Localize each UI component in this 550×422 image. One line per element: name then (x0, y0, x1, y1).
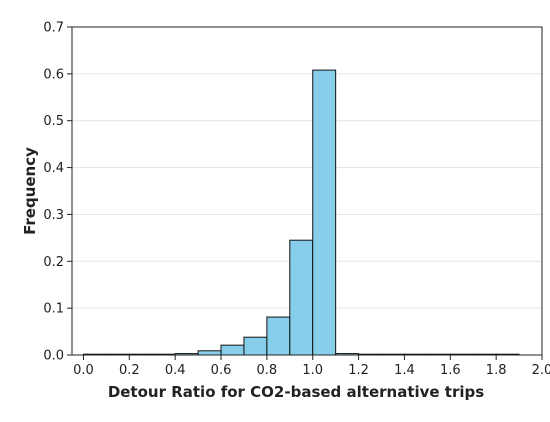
x-tick-label: 0.8 (257, 363, 278, 378)
histogram-bar (266, 316, 291, 356)
histogram-bar (197, 350, 222, 356)
y-tick-label: 0.5 (43, 114, 64, 129)
axes: 0.0 0.1 0.2 0.3 0.4 0.5 0.6 0.7 0.0 0.2 0.4 0.6 0.8 1… (43, 21, 550, 379)
y-tick-label: 0.3 (43, 208, 64, 223)
y-tick-label: 0.7 (43, 21, 64, 36)
x-tick-label: 0.6 (211, 363, 232, 378)
histogram-bar (243, 336, 268, 356)
x-tick-label: 1.2 (348, 363, 369, 378)
x-tick-label: 1.8 (486, 363, 507, 378)
y-tick-label: 0.6 (43, 67, 64, 82)
histogram-bar (289, 239, 314, 356)
x-tick-label: 2.0 (532, 363, 550, 378)
histogram-bar (220, 344, 245, 356)
y-tick-label: 0.1 (43, 302, 64, 317)
histogram-bar (312, 69, 337, 356)
x-tick-label: 1.0 (302, 363, 323, 378)
y-tick-label: 0.2 (43, 255, 64, 270)
y-tick-label: 0.4 (43, 161, 64, 176)
x-axis-title: Detour Ratio for CO2-based alternative t… (108, 383, 484, 401)
x-tick-label: 1.6 (440, 363, 461, 378)
y-tick-label: 0.0 (43, 349, 64, 364)
x-tick-label: 0.2 (119, 363, 140, 378)
x-tick-label: 0.4 (165, 363, 186, 378)
x-tick-label: 1.4 (394, 363, 415, 378)
y-axis-title: Frequency (21, 147, 39, 235)
x-tick-label: 0.0 (73, 363, 94, 378)
plot-frame (71, 26, 543, 356)
